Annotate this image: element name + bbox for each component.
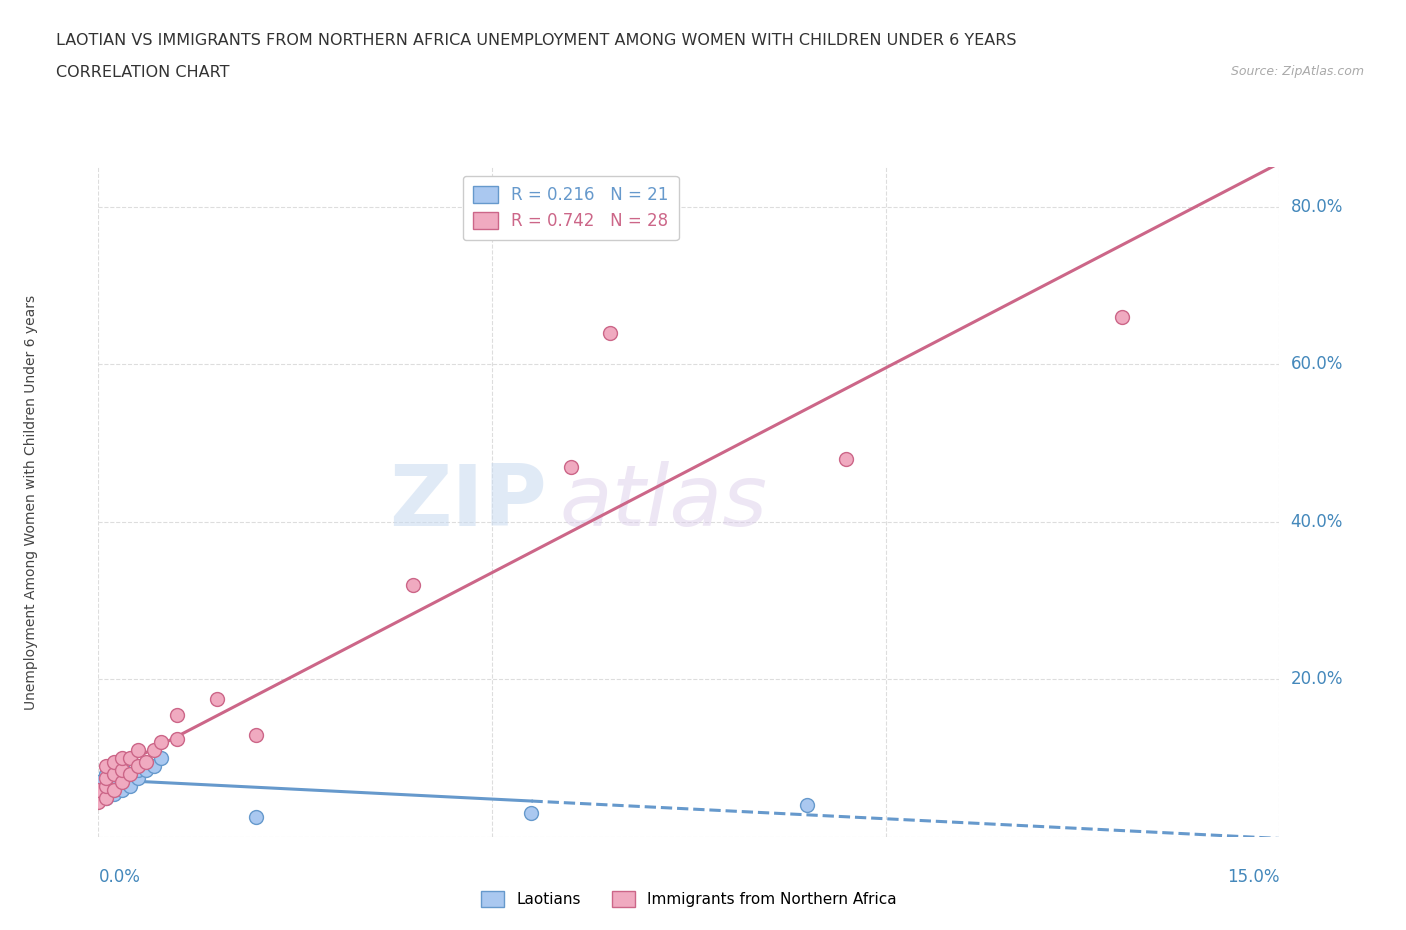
Point	[245, 727, 267, 742]
Legend: Laotians, Immigrants from Northern Africa: Laotians, Immigrants from Northern Afric…	[475, 884, 903, 913]
Point	[402, 578, 425, 592]
Text: 60.0%: 60.0%	[1291, 355, 1343, 373]
Text: CORRELATION CHART: CORRELATION CHART	[56, 65, 229, 80]
Point	[111, 782, 134, 797]
Text: 0.0%: 0.0%	[98, 868, 141, 885]
Text: 20.0%: 20.0%	[1291, 671, 1343, 688]
Point	[599, 326, 621, 340]
Point	[87, 782, 110, 797]
Legend: R = 0.216   N = 21, R = 0.742   N = 28: R = 0.216 N = 21, R = 0.742 N = 28	[463, 176, 679, 240]
Text: 80.0%: 80.0%	[1291, 198, 1343, 216]
Point	[87, 794, 110, 809]
Text: 40.0%: 40.0%	[1291, 512, 1343, 531]
Point	[560, 459, 582, 474]
Point	[96, 766, 118, 781]
Point	[142, 743, 165, 758]
Point	[87, 775, 110, 790]
Point	[87, 782, 110, 797]
Point	[111, 763, 134, 777]
Point	[103, 782, 125, 797]
Point	[111, 775, 134, 790]
Point	[103, 766, 125, 781]
Point	[103, 778, 125, 793]
Point	[245, 810, 267, 825]
Text: ZIP: ZIP	[389, 460, 547, 544]
Point	[111, 751, 134, 765]
Point	[96, 778, 118, 793]
Point	[135, 755, 157, 770]
Point	[1111, 310, 1133, 325]
Point	[96, 790, 118, 805]
Point	[118, 778, 141, 793]
Point	[127, 763, 149, 777]
Text: LAOTIAN VS IMMIGRANTS FROM NORTHERN AFRICA UNEMPLOYMENT AMONG WOMEN WITH CHILDRE: LAOTIAN VS IMMIGRANTS FROM NORTHERN AFRI…	[56, 33, 1017, 47]
Point	[118, 766, 141, 781]
Text: Source: ZipAtlas.com: Source: ZipAtlas.com	[1230, 65, 1364, 78]
Point	[127, 770, 149, 785]
Point	[166, 708, 188, 723]
Point	[96, 759, 118, 774]
Point	[103, 755, 125, 770]
Point	[142, 759, 165, 774]
Point	[96, 790, 118, 805]
Point	[166, 731, 188, 746]
Point	[96, 778, 118, 793]
Point	[835, 451, 858, 466]
Point	[520, 806, 543, 821]
Point	[150, 735, 173, 750]
Point	[205, 692, 228, 707]
Text: atlas: atlas	[560, 460, 768, 544]
Point	[127, 743, 149, 758]
Point	[96, 770, 118, 785]
Point	[111, 759, 134, 774]
Point	[103, 786, 125, 801]
Point	[103, 766, 125, 781]
Point	[150, 751, 173, 765]
Text: 15.0%: 15.0%	[1227, 868, 1279, 885]
Point	[118, 751, 141, 765]
Point	[111, 770, 134, 785]
Point	[796, 798, 818, 813]
Point	[118, 766, 141, 781]
Point	[135, 763, 157, 777]
Point	[127, 759, 149, 774]
Text: Unemployment Among Women with Children Under 6 years: Unemployment Among Women with Children U…	[24, 295, 38, 710]
